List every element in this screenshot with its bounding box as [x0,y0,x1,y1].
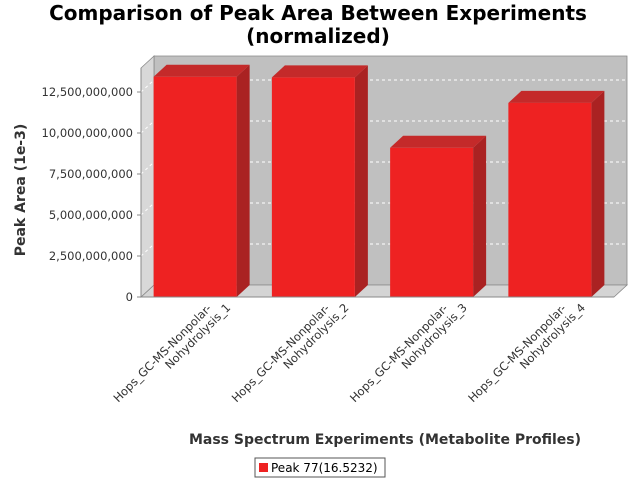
y-tick-label: 0 [126,290,133,304]
grid-line-side [140,243,155,257]
x-axis: Hops_GC-MS-Nonpolar-Nohydrolysis_1Hops_G… [110,291,614,414]
bar-front [271,77,355,298]
grid-line-side [140,161,155,175]
y-tick-label: 12,500,000,000 [42,85,133,99]
grid-line-side [140,202,155,216]
bar-top [271,65,368,78]
bar-side [473,135,487,297]
bar-1 [153,64,250,297]
chart-title-line-2: (normalized) [246,24,390,48]
x-tick-label: Hops_GC-MS-Nonpolar-Nohydrolysis_4 [465,291,588,414]
y-tick-label: 10,000,000,000 [42,126,133,140]
bar-3 [390,135,487,297]
y-tick-label: 7,500,000,000 [49,167,133,181]
bar-front [153,76,237,297]
bar-side [354,65,368,298]
x-tick-label: Hops_GC-MS-Nonpolar-Nohydrolysis_3 [347,291,470,414]
y-axis: 0 2,500,000,000 5,000,000,000 7,500,000,000… [42,68,142,304]
x-axis-label: Mass Spectrum Experiments (Metabolite Pr… [189,432,581,448]
x-tick-label: Hops_GC-MS-Nonpolar-Nohydrolysis_1 [110,291,233,414]
bar-front [390,147,474,297]
bar-2 [271,65,368,298]
bar-top [153,64,250,77]
bar-top [390,135,487,148]
legend-swatch [259,463,268,472]
legend: Peak 77(16.5232) [254,457,386,478]
legend-label: Peak 77(16.5232) [271,461,378,475]
chart-title-line-1: Comparison of Peak Area Between Experime… [49,1,587,25]
bars [153,64,605,298]
y-axis-label: Peak Area (1e-3) [13,124,29,257]
bar-side [591,90,605,297]
y-tick-label: 5,000,000,000 [49,208,133,222]
x-tick-label-line: Hops_GC-MS-Nonpolar- [465,301,569,405]
grid-line-side [140,79,155,93]
x-tick-label: Hops_GC-MS-Nonpolar-Nohydrolysis_2 [229,291,352,414]
x-tick-label-line: Hops_GC-MS-Nonpolar- [110,301,214,405]
bar-top [508,90,605,103]
bar-side [236,64,250,297]
legend-box [254,457,386,478]
x-tick-label-line: Hops_GC-MS-Nonpolar- [347,301,451,405]
x-tick-label-line: Hops_GC-MS-Nonpolar- [229,301,333,405]
bar-4 [508,90,605,297]
bar-front [508,102,592,297]
grid-line-side [140,120,155,134]
y-tick-label: 2,500,000,000 [49,249,133,263]
plot-side-wall [140,55,155,298]
